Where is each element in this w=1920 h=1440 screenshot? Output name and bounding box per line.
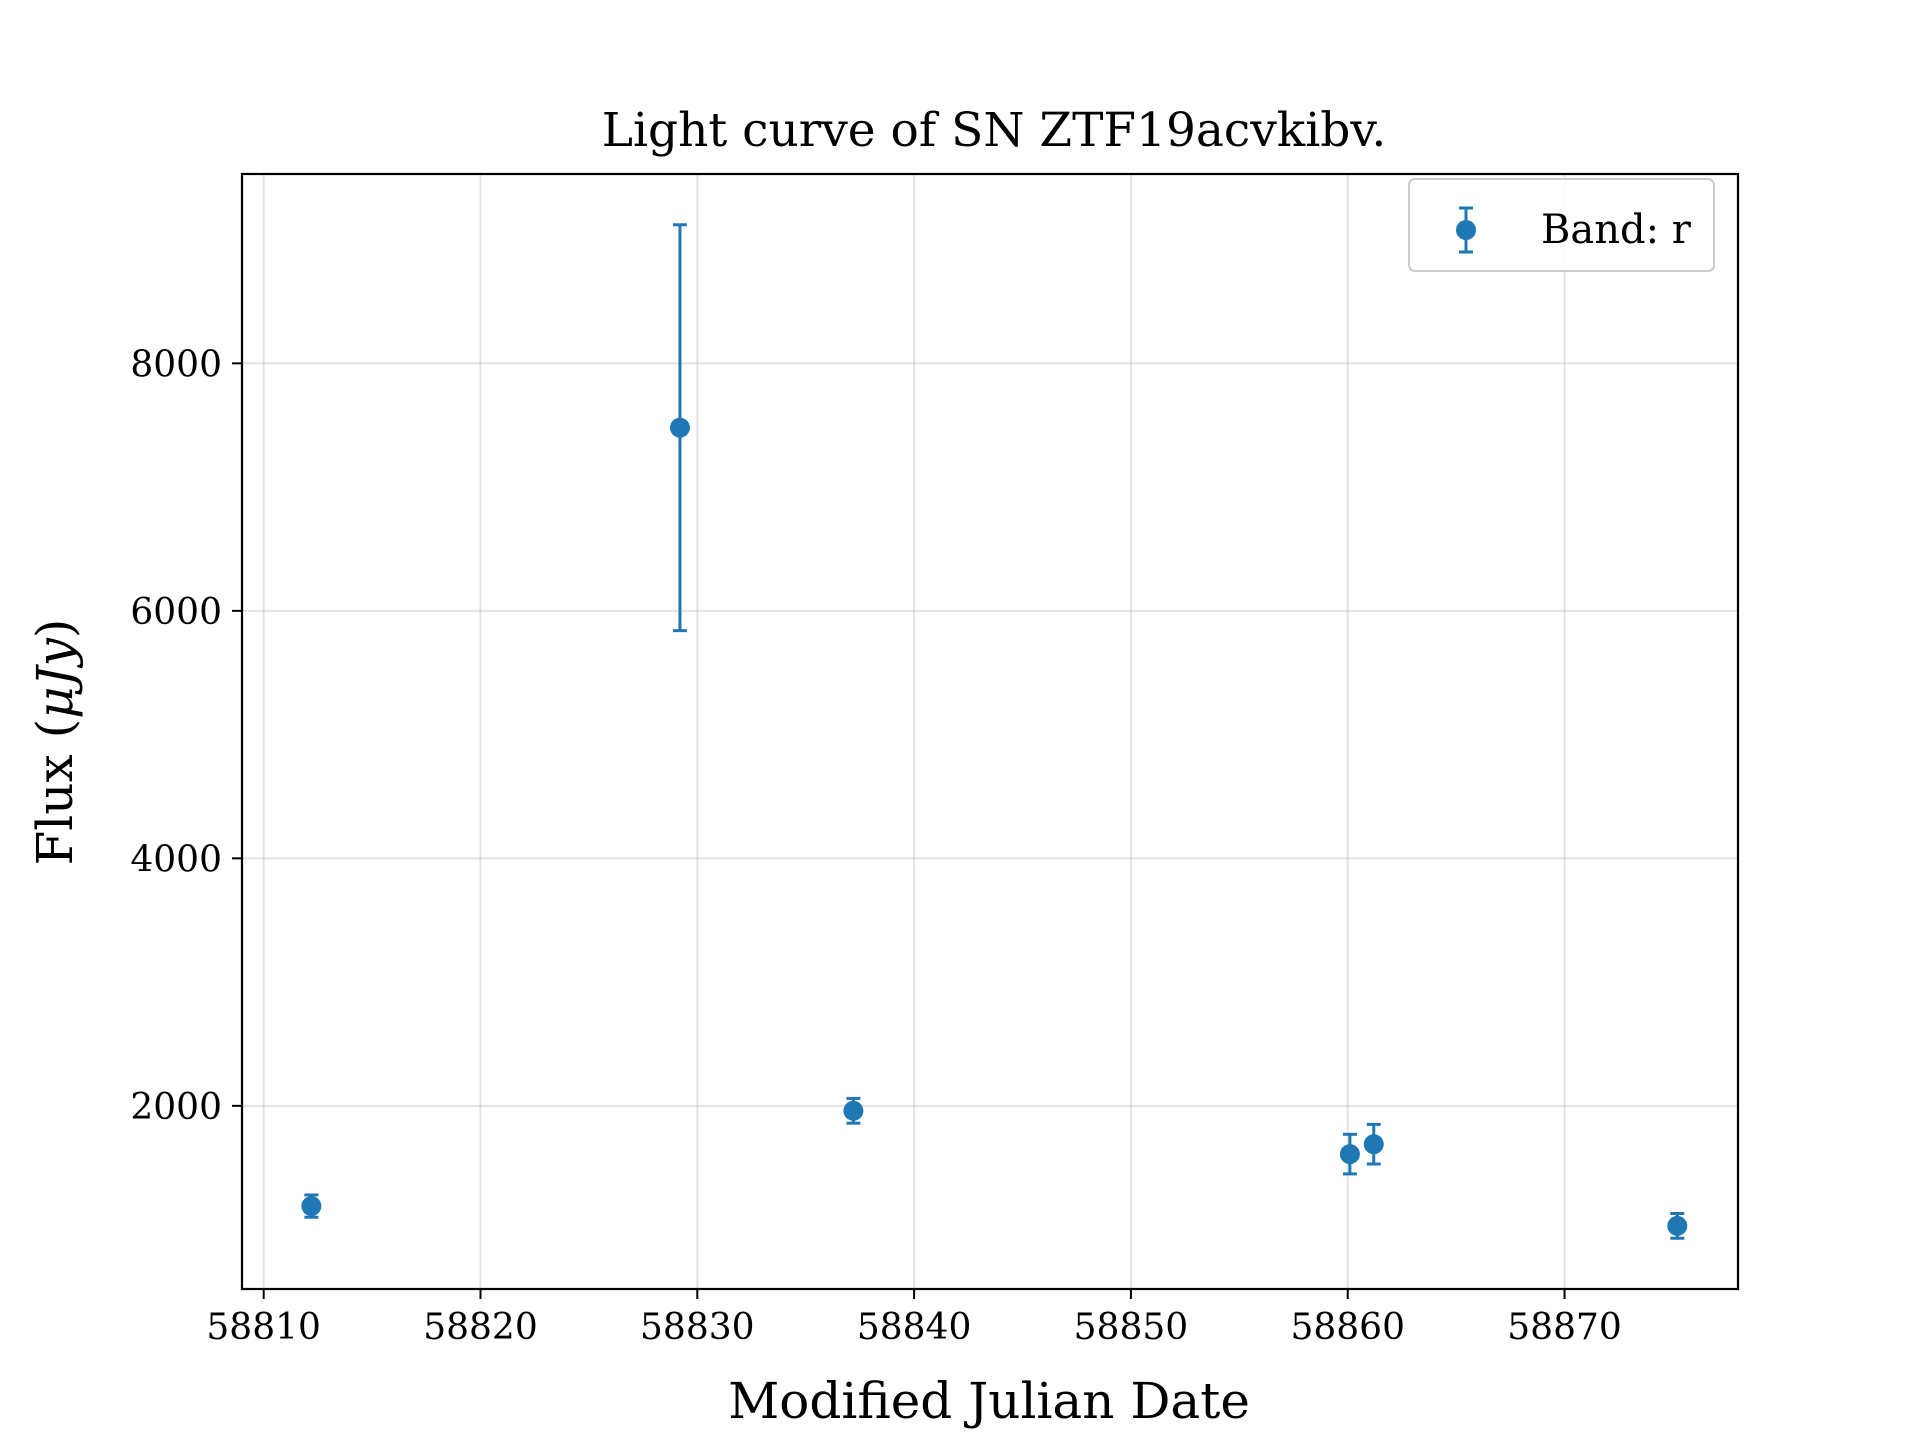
data-point — [1363, 1134, 1384, 1155]
y-axis-label-prefix: Flux ( — [26, 719, 84, 865]
data-point — [1667, 1215, 1688, 1236]
legend-marker — [1456, 220, 1476, 240]
x-tick-label: 58830 — [640, 1307, 755, 1348]
y-axis-label-suffix: ) — [26, 619, 84, 639]
y-tick-label: 6000 — [130, 592, 222, 633]
x-tick-label: 58820 — [423, 1307, 538, 1348]
data-point — [301, 1196, 322, 1217]
legend-label: Band: r — [1541, 207, 1692, 253]
y-axis-label: Flux (μJy) — [26, 619, 84, 866]
x-tick-label: 58810 — [206, 1307, 321, 1348]
data-point — [669, 417, 690, 438]
y-axis-ticks: 2000 4000 6000 8000 — [130, 344, 242, 1128]
x-tick-label: 58870 — [1507, 1307, 1622, 1348]
y-tick-label: 8000 — [130, 344, 222, 385]
legend-box — [1408, 178, 1715, 272]
x-tick-label: 58840 — [857, 1307, 972, 1348]
data-point — [843, 1100, 864, 1121]
plot-frame — [240, 172, 1740, 1291]
legend: Band: r — [1408, 178, 1715, 272]
chart-title: Light curve of SN ZTF19acvkibv. — [602, 103, 1387, 158]
x-axis-ticks: 58810 58820 58830 58840 58850 58860 58870 — [206, 1289, 1622, 1348]
data-points — [301, 223, 1688, 1240]
y-axis-label-unit: μJy — [26, 637, 84, 719]
x-tick-label: 58860 — [1290, 1307, 1405, 1348]
y-tick-label: 4000 — [130, 839, 222, 880]
data-point — [1339, 1144, 1360, 1165]
x-axis-label: Modified Julian Date — [728, 1372, 1250, 1430]
x-tick-label: 58850 — [1074, 1307, 1189, 1348]
y-tick-label: 2000 — [130, 1087, 222, 1128]
grid — [242, 174, 1738, 1289]
